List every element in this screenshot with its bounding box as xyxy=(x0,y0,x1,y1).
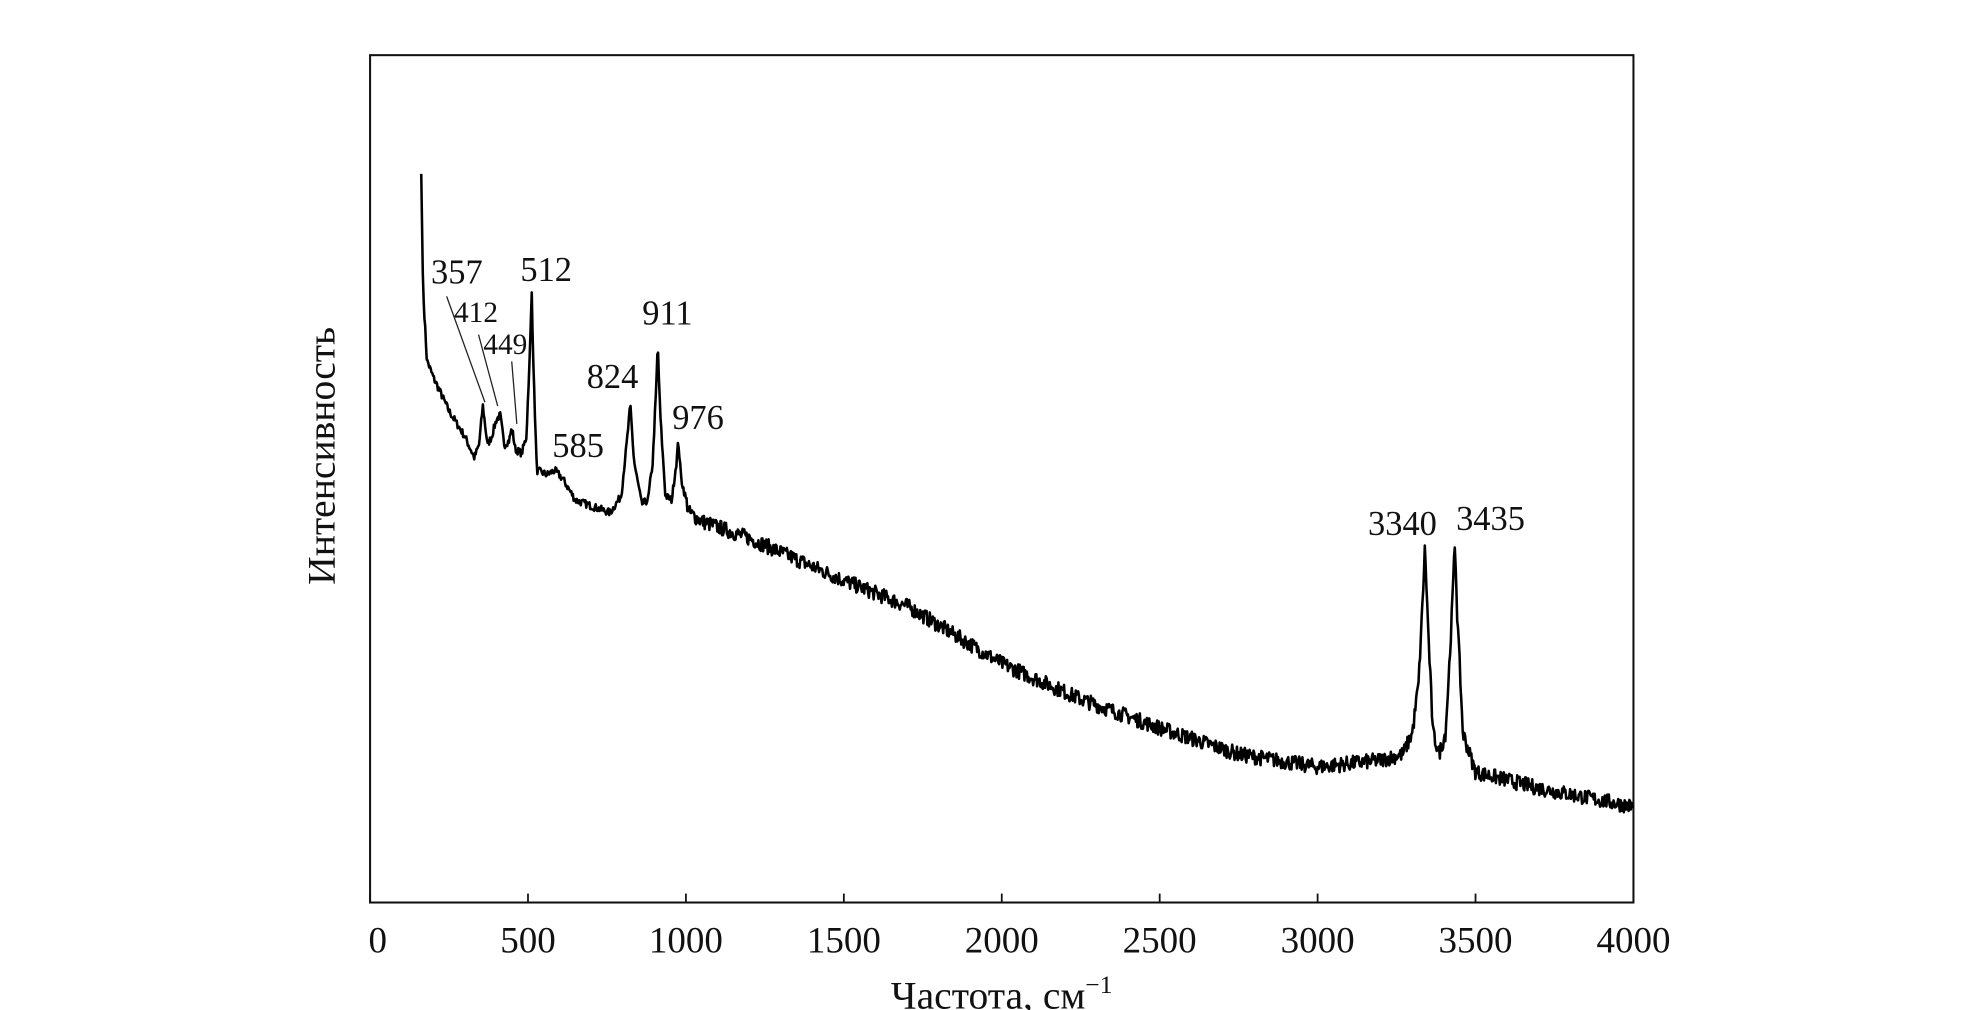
peak-label-3340: 3340 xyxy=(1368,505,1437,543)
x-tick-label: 0 xyxy=(368,920,387,961)
x-tick-label: 1000 xyxy=(649,920,723,961)
x-tick-label: 3000 xyxy=(1281,920,1355,961)
peak-label-449: 449 xyxy=(483,329,527,361)
x-tick-label: 4000 xyxy=(1596,920,1670,961)
annotation-leader-lines xyxy=(446,296,518,425)
leader-line xyxy=(446,296,486,403)
peak-label-512: 512 xyxy=(520,251,572,289)
x-tick-label: 2000 xyxy=(965,920,1039,961)
leader-line xyxy=(477,334,499,407)
peak-label-585: 585 xyxy=(552,427,604,465)
x-tick-label: 1500 xyxy=(807,920,881,961)
peak-label-412: 412 xyxy=(454,297,498,329)
x-axis-ticks xyxy=(369,893,1635,903)
x-tick-label: 2500 xyxy=(1123,920,1197,961)
x-tick-label: 3500 xyxy=(1439,920,1513,961)
peak-label-357: 357 xyxy=(431,254,483,292)
x-axis-title-superscript: −1 xyxy=(1085,970,1112,999)
x-axis-tick-labels: 0 500 1000 1500 2000 2500 3000 3500 4000 xyxy=(368,920,1670,961)
x-tick-label: 500 xyxy=(500,920,556,961)
peak-label-824: 824 xyxy=(587,358,639,396)
peak-label-911: 911 xyxy=(642,294,692,332)
spectrum-line xyxy=(419,173,1635,814)
peak-label-976: 976 xyxy=(672,399,724,437)
peak-label-3435: 3435 xyxy=(1456,500,1525,538)
x-axis-title-text: Частота, см xyxy=(891,973,1086,1010)
x-axis-title: Частота, см−1 xyxy=(891,970,1113,1010)
leader-line xyxy=(511,361,518,425)
y-axis-title: Интенсивность xyxy=(299,327,343,585)
